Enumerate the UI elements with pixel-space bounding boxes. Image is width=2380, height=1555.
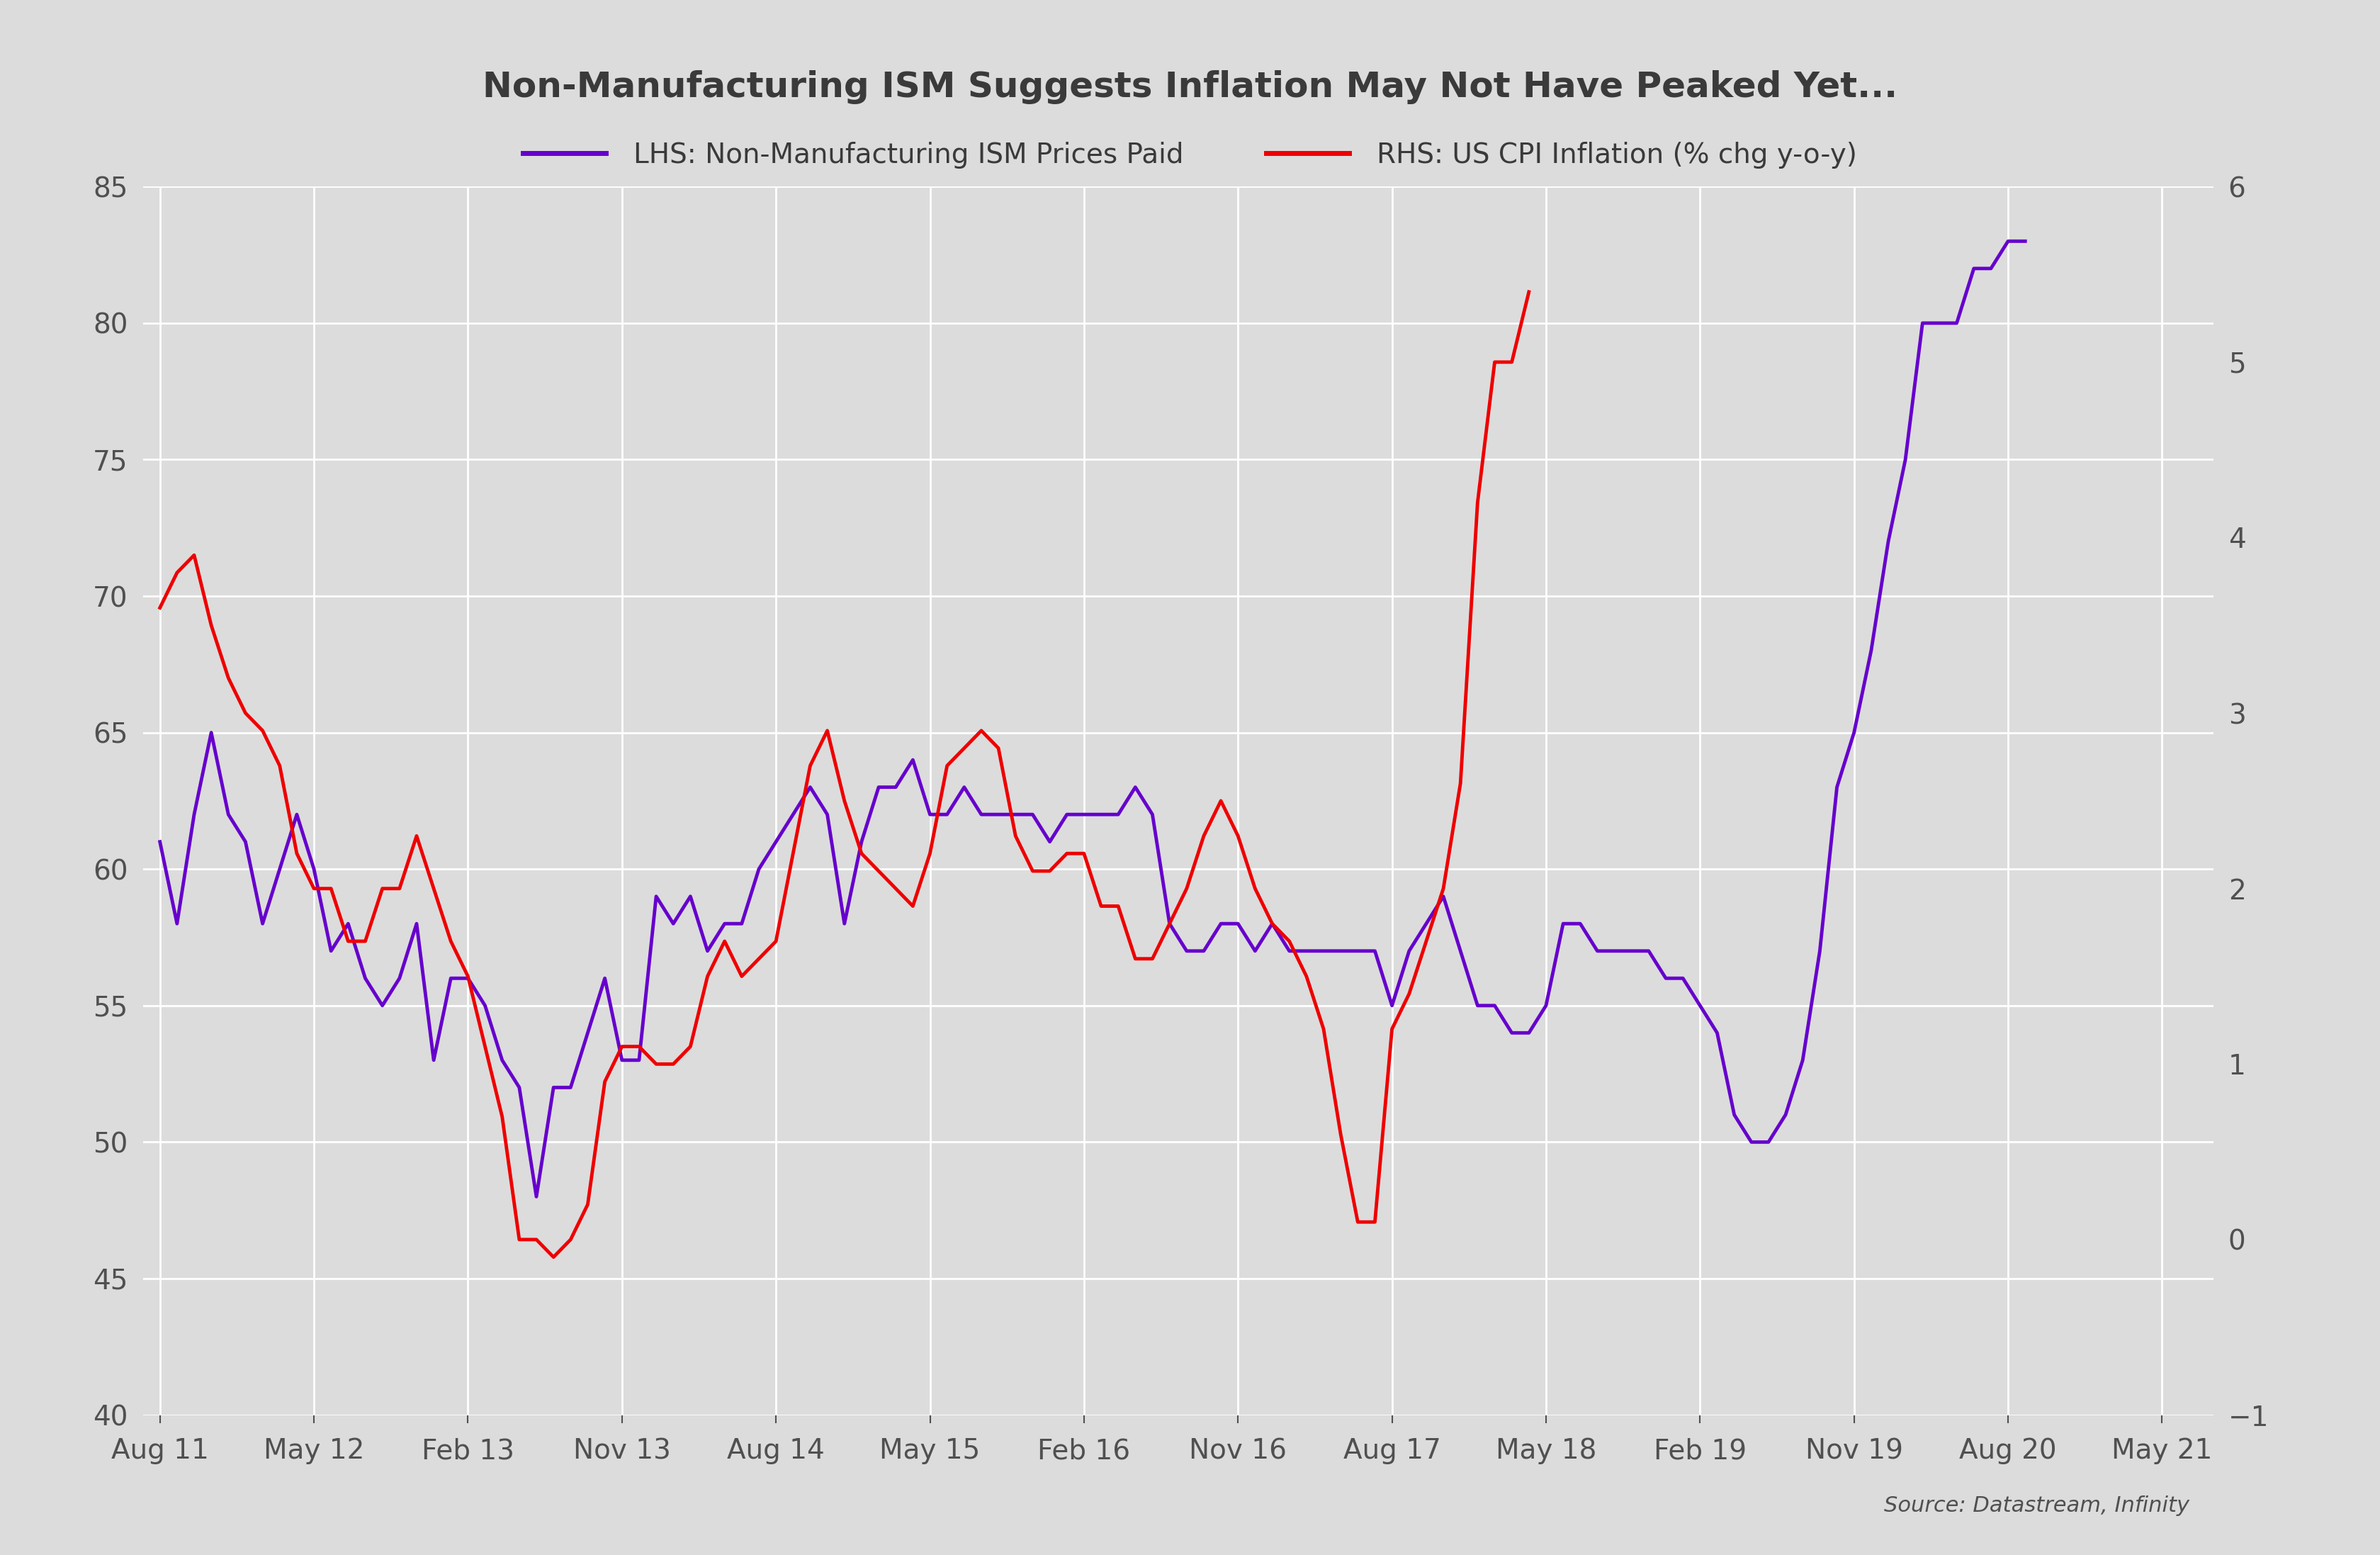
Legend: LHS: Non-Manufacturing ISM Prices Paid, RHS: US CPI Inflation (% chg y-o-y): LHS: Non-Manufacturing ISM Prices Paid, … bbox=[512, 131, 1868, 179]
Text: Source: Datastream, Infinity: Source: Datastream, Infinity bbox=[1885, 1496, 2190, 1516]
Text: Non-Manufacturing ISM Suggests Inflation May Not Have Peaked Yet...: Non-Manufacturing ISM Suggests Inflation… bbox=[483, 70, 1897, 104]
